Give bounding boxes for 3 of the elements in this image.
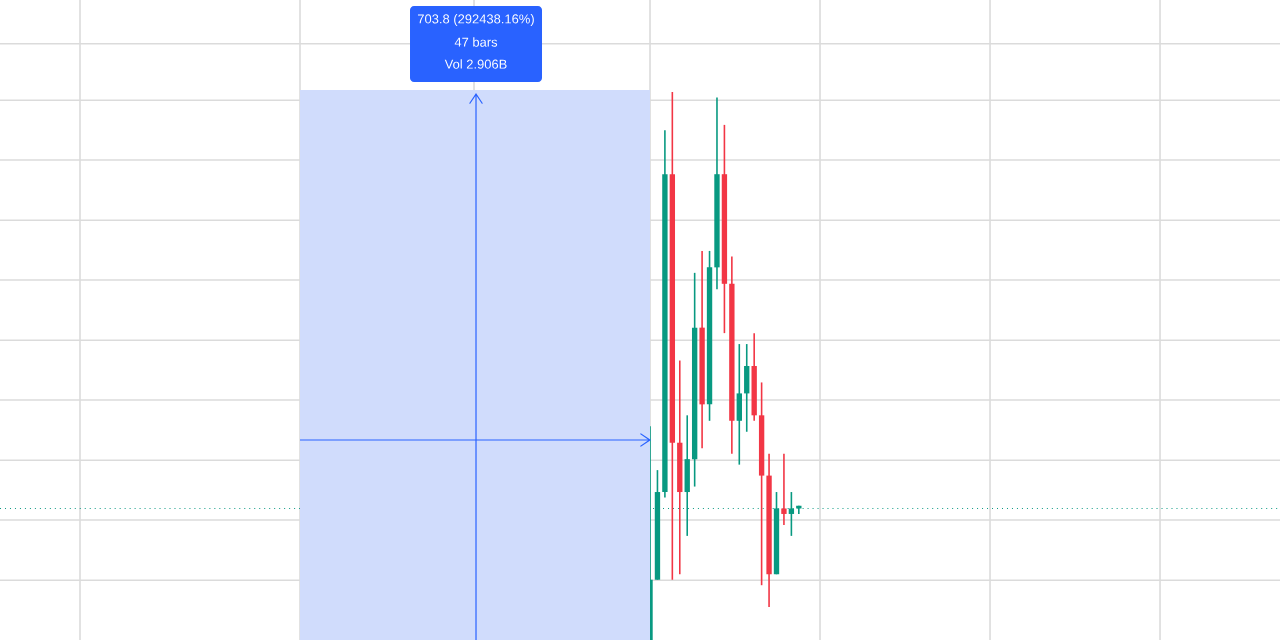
candlestick	[736, 343, 742, 466]
candlestick	[744, 343, 750, 433]
candlestick	[781, 452, 787, 526]
